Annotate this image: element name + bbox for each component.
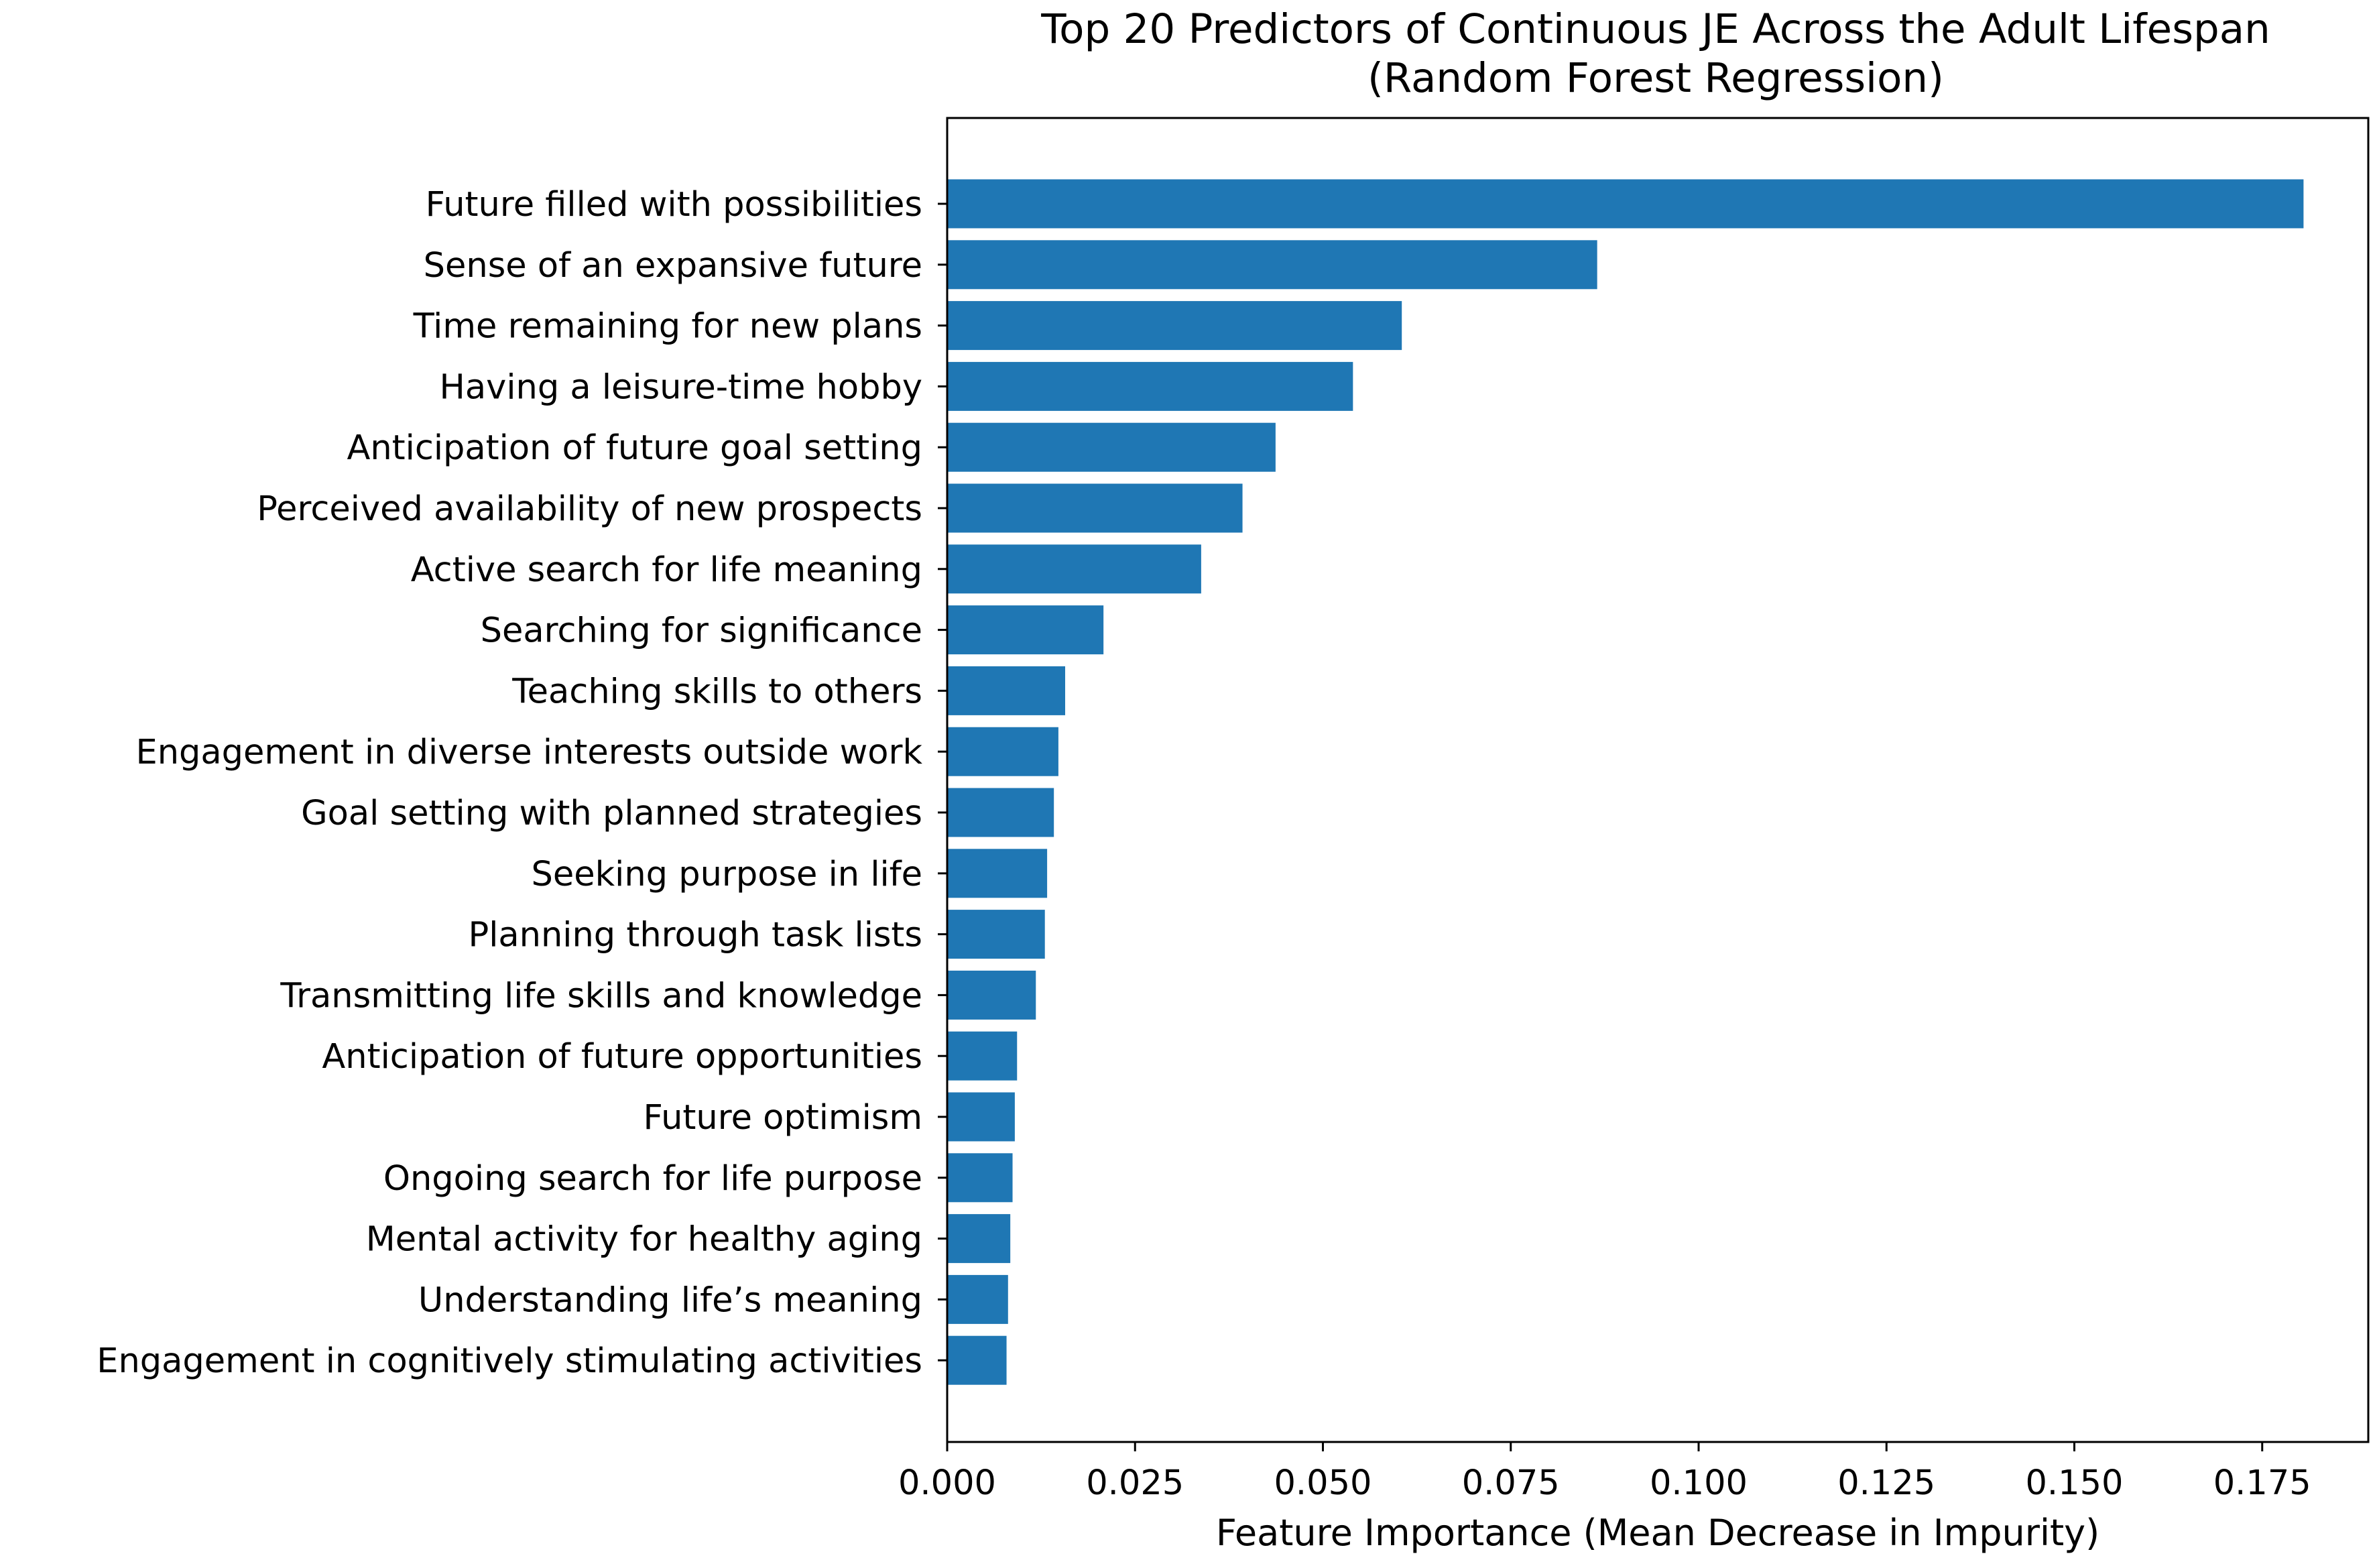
x-tick-label: 0.150: [2025, 1463, 2123, 1503]
bar-future-filled-with-possibilities: [947, 179, 2304, 229]
bar-perceived-availability-of-new-prospects: [947, 483, 1243, 533]
bars-group: [947, 179, 2304, 1385]
y-tick-label: Perceived availability of new prospects: [257, 489, 922, 529]
y-tick-label: Future optimism: [644, 1098, 922, 1138]
bar-time-remaining-for-new-plans: [947, 301, 1402, 351]
x-tick-label: 0.050: [1274, 1463, 1372, 1503]
x-tick-label: 0.075: [1462, 1463, 1560, 1503]
x-axis-label: Feature Importance (Mean Decrease in Imp…: [1216, 1512, 2099, 1554]
chart-subtitle: (Random Forest Regression): [1367, 54, 1944, 102]
y-tick-labels: Future filled with possibilities Sense of…: [97, 185, 947, 1381]
x-tick-labels: 0.000 0.025 0.050 0.075 0.100 0.125 0.150 0.175: [898, 1442, 2311, 1503]
y-tick-label: Anticipation of future opportunities: [322, 1037, 922, 1077]
x-tick-label: 0.025: [1086, 1463, 1184, 1503]
y-tick-label: Active search for life meaning: [411, 550, 922, 590]
x-tick-label: 0.000: [898, 1463, 996, 1503]
x-tick-label: 0.125: [1837, 1463, 1935, 1503]
bar-mental-activity-for-healthy-aging: [947, 1214, 1011, 1264]
y-tick-label: Searching for significance: [481, 611, 922, 651]
y-tick-label: Mental activity for healthy aging: [366, 1220, 922, 1260]
bar-engagement-in-diverse-interests-outside-work: [947, 727, 1058, 776]
bar-anticipation-of-future-opportunities: [947, 1031, 1018, 1081]
bar-transmitting-life-skills-and-knowledge: [947, 970, 1036, 1020]
y-tick-label: Goal setting with planned strategies: [301, 794, 922, 833]
bar-sense-of-an-expansive-future: [947, 240, 1597, 290]
y-tick-label: Engagement in diverse interests outside …: [135, 733, 922, 772]
x-tick-label: 0.100: [1650, 1463, 1748, 1503]
y-tick-label: Teaching skills to others: [511, 672, 922, 711]
y-tick-label: Time remaining for new plans: [413, 307, 922, 347]
x-tick-label: 0.175: [2213, 1463, 2311, 1503]
y-tick-label: Ongoing search for life purpose: [383, 1159, 922, 1199]
bar-teaching-skills-to-others: [947, 666, 1065, 715]
bar-future-optimism: [947, 1092, 1015, 1142]
bar-having-a-leisure-time-hobby: [947, 361, 1353, 411]
y-tick-label: Sense of an expansive future: [424, 246, 922, 286]
y-tick-label: Having a leisure-time hobby: [440, 367, 922, 407]
bar-seeking-purpose-in-life: [947, 849, 1048, 898]
y-tick-label: Future filled with possibilities: [426, 185, 922, 225]
chart-title: Top 20 Predictors of Continuous JE Acros…: [1040, 5, 2270, 53]
bar-engagement-in-cognitively-stimulating-activities: [947, 1335, 1007, 1385]
y-tick-label: Seeking purpose in life: [531, 855, 922, 894]
y-tick-label: Anticipation of future goal setting: [347, 428, 922, 468]
y-tick-label: Transmitting life skills and knowledge: [280, 976, 922, 1016]
y-tick-label: Engagement in cognitively stimulating ac…: [97, 1341, 922, 1381]
bar-active-search-for-life-meaning: [947, 544, 1201, 594]
bar-ongoing-search-for-life-purpose: [947, 1153, 1013, 1203]
bar-anticipation-of-future-goal-setting: [947, 422, 1276, 472]
y-tick-label: Understanding life’s meaning: [418, 1280, 922, 1320]
y-tick-label: Planning through task lists: [468, 916, 922, 955]
bar-understanding-life-s-meaning: [947, 1274, 1008, 1324]
bar-goal-setting-with-planned-strategies: [947, 788, 1054, 837]
bar-searching-for-significance: [947, 605, 1104, 655]
bar-planning-through-task-lists: [947, 910, 1045, 959]
plot-area-frame: [946, 117, 2370, 1443]
